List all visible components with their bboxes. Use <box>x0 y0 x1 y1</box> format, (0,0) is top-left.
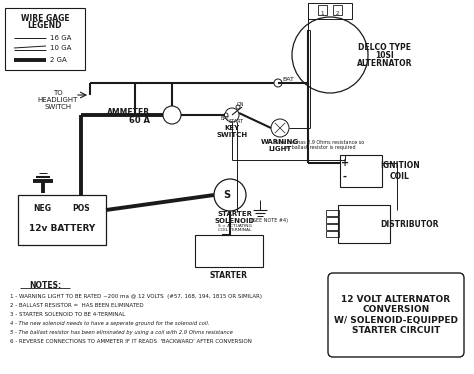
Text: S: S <box>223 190 230 200</box>
Text: ON: ON <box>237 101 245 107</box>
Bar <box>18 195 106 245</box>
Bar <box>5 8 85 70</box>
Bar <box>326 224 339 230</box>
Bar <box>340 155 382 187</box>
Text: LEGEND: LEGEND <box>28 21 62 30</box>
Text: 2: 2 <box>335 10 339 15</box>
Text: STARTER: STARTER <box>210 272 248 280</box>
Text: +: + <box>341 158 349 168</box>
Text: 4 - The new solenoid needs to have a seperate ground for the solenoid coil.: 4 - The new solenoid needs to have a sep… <box>10 321 210 326</box>
Text: (SEE NOTE #4): (SEE NOTE #4) <box>252 218 289 223</box>
Text: TO
HEADLIGHT
SWITCH: TO HEADLIGHT SWITCH <box>38 90 78 110</box>
Bar <box>308 3 352 19</box>
Text: BAT: BAT <box>220 116 230 120</box>
Text: S = ACTUATING
COIL TERMINAL: S = ACTUATING COIL TERMINAL <box>218 224 252 232</box>
Circle shape <box>225 108 239 122</box>
Bar <box>326 217 339 223</box>
Text: 2 - BALLAST RESISTOR =  HAS BEEN ELIMINATED: 2 - BALLAST RESISTOR = HAS BEEN ELIMINAT… <box>10 303 144 308</box>
Circle shape <box>274 79 282 87</box>
Text: WARNING
LIGHT: WARNING LIGHT <box>261 138 299 151</box>
Bar <box>326 231 339 237</box>
Text: BAT: BAT <box>282 77 294 82</box>
Text: WIRE GAGE: WIRE GAGE <box>21 13 69 22</box>
Text: -: - <box>343 172 347 182</box>
Text: 1 - WARNING LIGHT TO BE RATED ~200 ma @ 12 VOLTS  (#57, 168, 194, 1815 OR SIMILA: 1 - WARNING LIGHT TO BE RATED ~200 ma @ … <box>10 294 262 299</box>
Text: 5 - The ballast resistor has been eliminated by using a coil with 2.9 Ohms resis: 5 - The ballast resistor has been elimin… <box>10 330 233 335</box>
Bar <box>195 235 263 267</box>
Bar <box>326 210 339 216</box>
Circle shape <box>271 119 289 137</box>
Text: KEY
SWITCH: KEY SWITCH <box>217 125 247 138</box>
Text: NOTES:: NOTES: <box>29 280 61 289</box>
Text: ALTERNATOR: ALTERNATOR <box>357 58 413 67</box>
Circle shape <box>163 106 181 124</box>
Text: 60 A: 60 A <box>129 116 150 125</box>
Text: POS: POS <box>73 203 90 212</box>
Text: START: START <box>228 119 244 123</box>
Text: DISTRIBUTOR: DISTRIBUTOR <box>381 220 439 229</box>
Text: New coil has 2.9 Ohms resistance so
no ballast resistor is required: New coil has 2.9 Ohms resistance so no b… <box>275 140 365 150</box>
Text: 10 GA: 10 GA <box>50 45 72 51</box>
Text: 16 GA: 16 GA <box>50 35 72 41</box>
Text: 3 - STARTER SOLENOID TO BE 4-TERMINAL: 3 - STARTER SOLENOID TO BE 4-TERMINAL <box>10 312 125 317</box>
Circle shape <box>214 179 246 211</box>
Circle shape <box>224 113 228 117</box>
Text: NEG: NEG <box>34 203 52 212</box>
Bar <box>338 205 390 243</box>
Text: 1: 1 <box>320 10 324 15</box>
Bar <box>318 5 327 15</box>
Circle shape <box>236 105 240 109</box>
Text: DELCO TYPE: DELCO TYPE <box>358 43 411 52</box>
Text: 6 - REVERSE CONNECTIONS TO AMMETER IF IT READS  'BACKWARD' AFTER CONVERSION: 6 - REVERSE CONNECTIONS TO AMMETER IF IT… <box>10 339 252 344</box>
Text: STARTER
SOLENOID: STARTER SOLENOID <box>215 211 255 224</box>
Text: 2 GA: 2 GA <box>50 57 67 63</box>
Text: IGNITION
COIL: IGNITION COIL <box>380 161 420 181</box>
Text: 12 VOLT ALTERNATOR
CONVERSION
W/ SOLENOID-EQUIPPED
STARTER CIRCUIT: 12 VOLT ALTERNATOR CONVERSION W/ SOLENOI… <box>334 295 458 335</box>
Text: 12v BATTERY: 12v BATTERY <box>29 224 95 233</box>
Bar <box>333 5 342 15</box>
Text: 10SI: 10SI <box>375 50 394 59</box>
Text: AMMETER: AMMETER <box>107 107 150 116</box>
